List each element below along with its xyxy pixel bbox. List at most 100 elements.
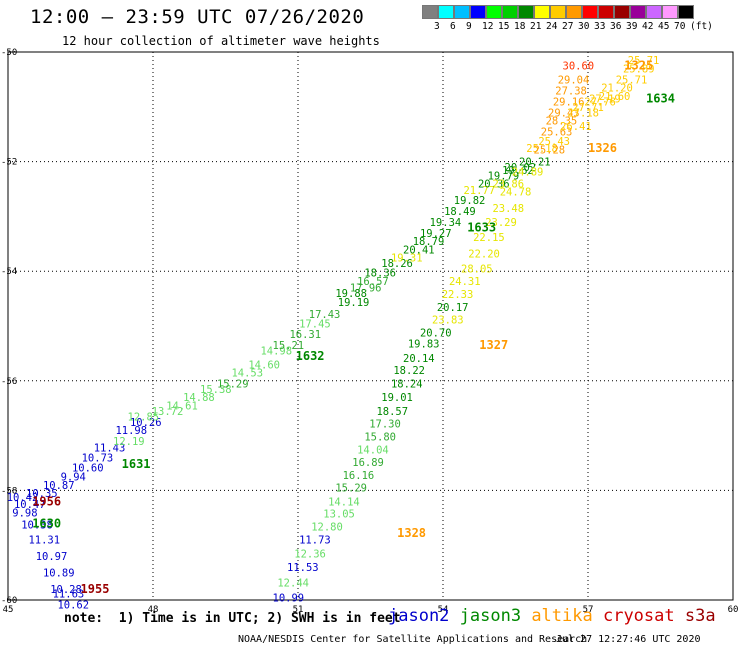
pass-number-label: 1633 bbox=[467, 220, 496, 234]
pass-number-label: 1955 bbox=[81, 582, 110, 596]
wave-height-label: 25.71 bbox=[616, 74, 648, 86]
wave-height-label: 18.49 bbox=[444, 206, 476, 218]
wave-height-label: 14.88 bbox=[183, 392, 215, 404]
wave-height-label: 28.05 bbox=[461, 263, 493, 275]
color-scale-label: 6 bbox=[450, 21, 456, 32]
color-swatch bbox=[550, 5, 566, 19]
wave-height-label: 14.61 bbox=[166, 400, 198, 412]
wave-height-label: 10.99 bbox=[273, 592, 305, 604]
wave-height-label: 14.53 bbox=[231, 368, 263, 380]
wave-height-label: 11.63 bbox=[53, 588, 85, 600]
wave-height-label: 14.04 bbox=[357, 444, 389, 456]
y-tick-label: -50 bbox=[1, 48, 17, 58]
wave-height-label: 14.60 bbox=[248, 359, 280, 371]
color-scale-label: 42 bbox=[642, 21, 654, 32]
wave-height-label: 11.73 bbox=[299, 535, 331, 547]
wave-height-label: 13.72 bbox=[152, 406, 184, 418]
plot-border bbox=[7, 51, 734, 601]
wave-height-label: 23.83 bbox=[432, 314, 464, 326]
wave-height-label: 12.19 bbox=[113, 436, 145, 448]
wave-height-label: 18.26 bbox=[381, 258, 413, 270]
wave-height-label: 21.20 bbox=[601, 83, 633, 95]
color-scale-bar bbox=[422, 5, 694, 19]
wave-height-label: 15.29 bbox=[217, 379, 249, 391]
y-tick-label: -58 bbox=[1, 486, 17, 496]
wave-height-label: 10.60 bbox=[72, 462, 104, 474]
color-scale-label: 18 bbox=[514, 21, 526, 32]
color-swatch bbox=[662, 5, 678, 19]
color-swatch bbox=[518, 5, 534, 19]
wave-height-label: 10.73 bbox=[82, 453, 114, 465]
wave-height-label: 21.60 bbox=[599, 91, 631, 103]
wave-height-label: 27.19 bbox=[589, 94, 621, 106]
color-swatch bbox=[422, 5, 438, 19]
wave-height-label: 25.43 bbox=[538, 136, 570, 148]
x-tick-label: 57 bbox=[583, 605, 594, 615]
color-scale-label: 70 bbox=[674, 21, 686, 32]
wave-height-label: 21.77 bbox=[463, 185, 495, 197]
wave-height-label: 27.38 bbox=[555, 85, 587, 97]
x-tick-label: 60 bbox=[728, 605, 739, 615]
legend-cryosat: cryosat bbox=[602, 606, 685, 626]
wave-height-label: 10.87 bbox=[43, 480, 75, 492]
wave-height-label: 19.62 bbox=[502, 165, 534, 177]
color-swatch bbox=[502, 5, 518, 19]
wave-height-label: 16.31 bbox=[289, 329, 321, 341]
wave-height-label: 11.31 bbox=[28, 535, 60, 547]
legend-altika: altika bbox=[531, 606, 603, 626]
wave-height-label: 25.71 bbox=[628, 55, 660, 67]
color-swatch bbox=[614, 5, 630, 19]
x-tick-label: 51 bbox=[293, 605, 304, 615]
color-swatch bbox=[470, 5, 486, 19]
color-swatch bbox=[646, 5, 662, 19]
color-scale-label: 3 bbox=[434, 21, 440, 32]
color-scale-label: 15 bbox=[498, 21, 510, 32]
wave-height-label: 18.57 bbox=[376, 406, 408, 418]
wave-height-label: 22.33 bbox=[442, 289, 474, 301]
wave-height-label: 10.47 bbox=[14, 499, 46, 511]
pass-labels: 1325 1634 1326 1633 1327 1632 1631 1630 1328 1955… bbox=[32, 59, 675, 596]
y-tick-label: -56 bbox=[1, 377, 17, 387]
pass-number-label: 1327 bbox=[479, 338, 508, 352]
wave-height-label: 27.71 bbox=[572, 102, 604, 114]
wave-height-label: 25.63 bbox=[541, 126, 573, 138]
legend-jason3: jason3 bbox=[459, 606, 532, 626]
pass-number-label: 1325 bbox=[624, 59, 653, 73]
wave-height-label: 17.45 bbox=[299, 318, 331, 330]
wave-height-label: 26.41 bbox=[560, 121, 592, 133]
wave-height-label: 10.42 bbox=[7, 492, 39, 504]
wave-height-label: 10.35 bbox=[26, 488, 58, 500]
wave-height-label: 10.89 bbox=[43, 568, 75, 580]
wave-height-label: 15.80 bbox=[364, 432, 396, 444]
color-swatch bbox=[566, 5, 582, 19]
wave-height-label: 27.18 bbox=[567, 107, 599, 119]
wave-height-label: 9.94 bbox=[61, 472, 86, 484]
color-scale-label: 45 bbox=[658, 21, 670, 32]
wave-height-label: 20.02 bbox=[505, 162, 537, 174]
wave-height-label: 17.43 bbox=[309, 309, 341, 321]
color-scale-label: 9 bbox=[466, 21, 472, 32]
color-swatch bbox=[454, 5, 470, 19]
wave-height-label: 17.30 bbox=[369, 419, 401, 431]
pass-number-label: 1634 bbox=[646, 92, 675, 106]
color-scale-label: 36 bbox=[610, 21, 622, 32]
pass-number-label: 1956 bbox=[32, 494, 61, 508]
wave-height-label: 25.18 bbox=[526, 143, 558, 155]
footnote: note: 1) Time is in UTC; 2) SWH is in fe… bbox=[64, 611, 401, 626]
wave-height-label: 19.31 bbox=[391, 253, 423, 265]
wave-height-label: 19.19 bbox=[338, 297, 370, 309]
wave-height-label: 19.01 bbox=[381, 392, 413, 404]
wave-height-label: 20.36 bbox=[478, 179, 510, 191]
wave-height-label: 12.85 bbox=[128, 411, 160, 423]
color-scale-label: 27 bbox=[562, 21, 574, 32]
legend-s3a: s3a bbox=[684, 606, 716, 626]
wave-height-label: 12.44 bbox=[277, 577, 309, 589]
wave-height-label: 29.16 bbox=[553, 96, 585, 108]
wave-height-label: 10.26 bbox=[130, 417, 162, 429]
color-scale-label: 30 bbox=[578, 21, 590, 32]
credit-line: NOAA/NESDIS Center for Satellite Applica… bbox=[238, 634, 588, 645]
color-swatch bbox=[438, 5, 454, 19]
y-tick-label: -60 bbox=[1, 596, 17, 606]
chart-subtitle: 12 hour collection of altimeter wave hei… bbox=[62, 34, 380, 48]
